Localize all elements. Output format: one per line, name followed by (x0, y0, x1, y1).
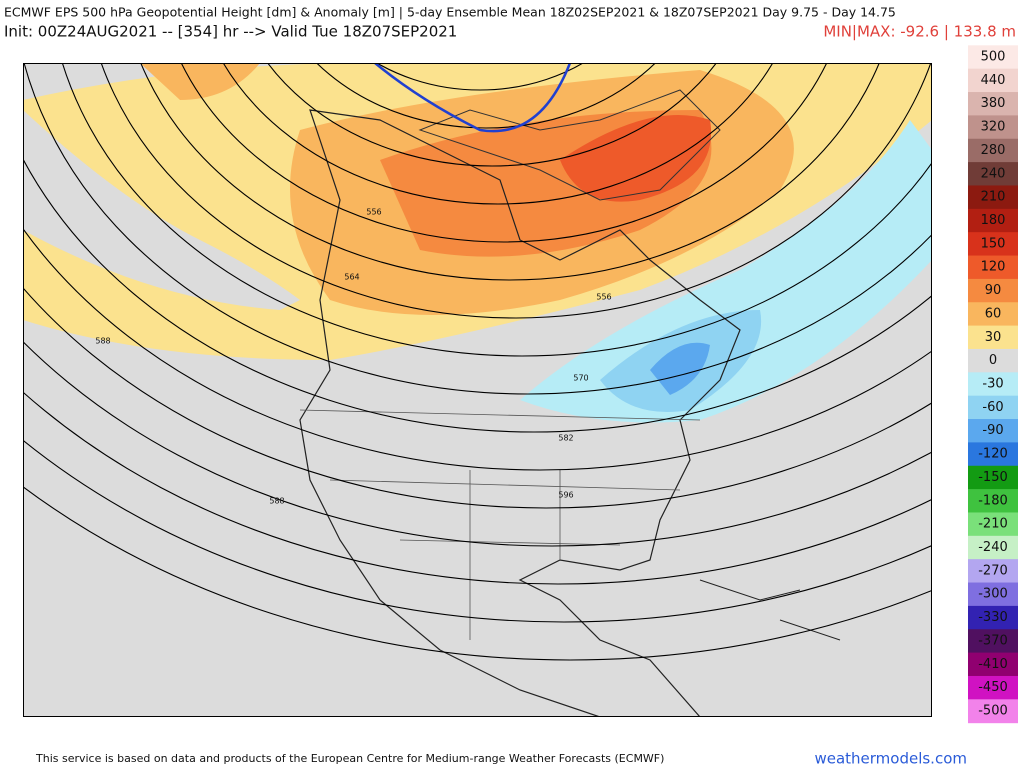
colorbar-swatch (968, 115, 1018, 140)
contour-label: 556 (366, 208, 381, 217)
contour-line (23, 485, 932, 661)
colorbar-swatch (968, 465, 1018, 490)
colorbar-swatch (968, 92, 1018, 116)
colorbar-swatch (968, 185, 1018, 210)
colorbar-swatch (968, 45, 1018, 70)
colorbar-label: -410 (978, 657, 1008, 672)
contour-line (100, 63, 932, 319)
colorbar-swatch (968, 278, 1018, 303)
contour-line (23, 227, 932, 471)
colorbar-swatch (968, 442, 1018, 467)
contour-label: 570 (573, 374, 588, 383)
contour-line (180, 63, 828, 243)
colorbar-swatch (968, 162, 1018, 186)
colorbar-label: 30 (985, 330, 1002, 345)
colorbar-label: -60 (982, 400, 1003, 415)
init-line: Init: 00Z24AUG2021 -- [354] hr --> Valid… (4, 23, 457, 41)
contour-line (61, 63, 932, 357)
contour-line (23, 286, 932, 509)
colorbar-label: 280 (981, 143, 1006, 158)
colorbar-label: -150 (978, 470, 1008, 485)
contour-line (267, 63, 717, 167)
contour-label: 556 (596, 293, 611, 302)
colorbar-label: -300 (978, 587, 1008, 602)
contour-label: 564 (344, 273, 359, 282)
colorbar-label: -270 (978, 563, 1008, 578)
colorbar-label: -90 (982, 423, 1003, 438)
colorbar-swatch (968, 605, 1018, 630)
colorbar-swatch (968, 629, 1018, 654)
colorbar-label: 380 (981, 96, 1006, 111)
contour-line (23, 157, 932, 433)
contour-line (23, 391, 932, 585)
colorbar-label: 210 (981, 190, 1006, 205)
colorbar-swatch (968, 419, 1018, 443)
contour-line (222, 63, 774, 205)
colorbar-swatch (968, 302, 1018, 327)
colorbar-label: -120 (978, 447, 1008, 462)
colorbar-label: -30 (982, 377, 1003, 392)
colorbar-label: -240 (978, 540, 1008, 555)
colorbar-label: -370 (978, 633, 1008, 648)
colorbar-swatch (968, 699, 1018, 724)
colorbar-swatch (968, 559, 1018, 584)
contour-label: 588 (269, 497, 284, 506)
colorbar-swatch (968, 68, 1018, 93)
colorbar-label: -450 (978, 680, 1008, 695)
colorbar-swatch (968, 512, 1018, 537)
colorbar-label: 240 (981, 166, 1006, 181)
colorbar-swatch (968, 489, 1018, 513)
colorbar-label: -180 (978, 493, 1008, 508)
colorbar-label: 0 (989, 353, 997, 368)
colorbar: 500 440 380 320 280 240 210 180 150 120 90 60 30 0 -30… (968, 45, 1018, 724)
colorbar-label: 180 (981, 213, 1006, 228)
colorbar-label: 150 (981, 236, 1006, 251)
map: 588 564 556 570 582 588 556 596 (23, 63, 932, 717)
credit: This service is based on data and produc… (35, 752, 664, 765)
min-max: MIN|MAX: -92.6 | 133.8 m (823, 23, 1016, 41)
colorbar-swatch (968, 325, 1018, 350)
contour-label: 588 (95, 337, 110, 346)
colorbar-swatch (968, 232, 1018, 257)
colorbar-label: 320 (981, 120, 1006, 135)
colorbar-swatch (968, 652, 1018, 677)
contour-label: 596 (558, 491, 573, 500)
colorbar-swatch (968, 675, 1018, 700)
colorbar-swatch (968, 138, 1018, 163)
contour-line (315, 63, 657, 129)
colorbar-swatch (968, 535, 1018, 560)
contour-line (23, 439, 932, 623)
colorbar-label: -500 (978, 704, 1008, 719)
colorbar-swatch (968, 372, 1018, 397)
colorbar-label: -330 (978, 610, 1008, 625)
colorbar-label: 440 (981, 73, 1006, 88)
colorbar-swatch (968, 348, 1018, 373)
contour-line (23, 340, 932, 547)
title: ECMWF EPS 500 hPa Geopotential Height [d… (4, 5, 896, 20)
colorbar-label: 60 (985, 306, 1002, 321)
colorbar-swatch (968, 208, 1018, 233)
contour-label: 582 (558, 434, 573, 443)
colorbar-label: 90 (985, 283, 1002, 298)
colorbar-swatch (968, 255, 1018, 280)
site-link[interactable]: weathermodels.com (814, 750, 967, 768)
colorbar-label: 500 (981, 50, 1006, 65)
colorbar-swatch (968, 582, 1018, 607)
contour-line (23, 63, 932, 395)
colorbar-swatch (968, 395, 1018, 420)
colorbar-label: 120 (981, 260, 1006, 275)
colorbar-label: -210 (978, 517, 1008, 532)
contour-line (140, 63, 880, 281)
contour-line (375, 63, 585, 91)
